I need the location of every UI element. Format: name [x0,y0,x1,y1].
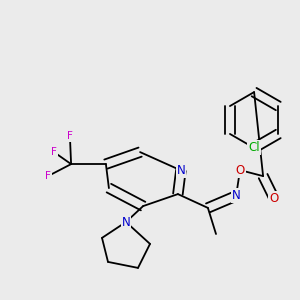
Text: F: F [45,171,51,181]
Text: N: N [232,189,241,203]
Text: F: F [51,147,57,157]
Text: N: N [122,215,130,229]
Text: O: O [269,191,278,205]
Text: N: N [176,164,185,177]
Text: Cl: Cl [248,141,260,154]
Text: F: F [67,131,73,141]
Text: O: O [236,164,244,177]
